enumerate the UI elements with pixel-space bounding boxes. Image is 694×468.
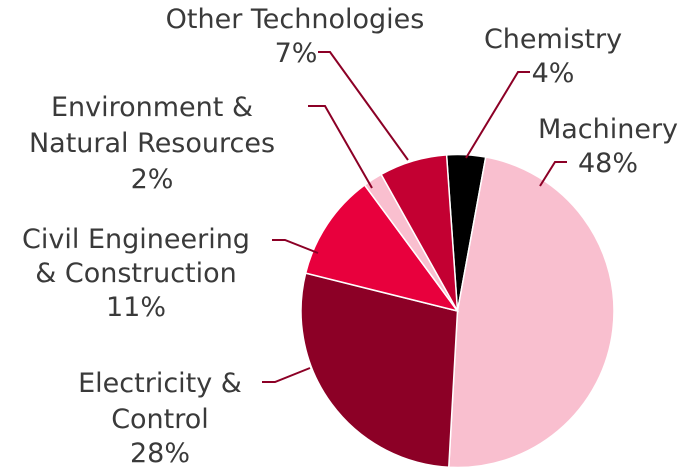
leader-line-2: [262, 367, 311, 383]
slice-value-label-1: 48%: [578, 148, 638, 179]
slice-label-2: Control: [111, 404, 209, 435]
slice-label-3: Civil Engineering: [22, 224, 250, 255]
slice-value-label-4: 2%: [131, 164, 174, 195]
pie-slice-2: [300, 272, 459, 468]
pie-slice-1: [447, 156, 615, 468]
leader-line-4: [308, 105, 373, 189]
leader-line-5: [318, 51, 409, 161]
slice-label-4: Environment &: [51, 92, 253, 123]
slice-value-label-0: 4%: [532, 58, 575, 89]
pie-slice-5: [380, 154, 459, 312]
slice-label-3: & Construction: [35, 258, 237, 289]
slice-value-label-5: 7%: [275, 38, 318, 69]
slice-label-0: Chemistry: [484, 24, 622, 55]
slice-value-label-2: 28%: [130, 438, 190, 468]
leader-line-3: [272, 239, 319, 254]
slice-label-2: Electricity &: [78, 368, 242, 399]
slice-label-1: Machinery: [538, 114, 678, 145]
slice-value-label-3: 11%: [106, 292, 166, 323]
pie-slice-3: [304, 183, 460, 313]
slice-label-5: Other Technologies: [166, 4, 425, 35]
leader-line-0: [465, 71, 530, 159]
slice-label-4: Natural Resources: [29, 128, 275, 159]
leader-line-1: [539, 161, 567, 187]
